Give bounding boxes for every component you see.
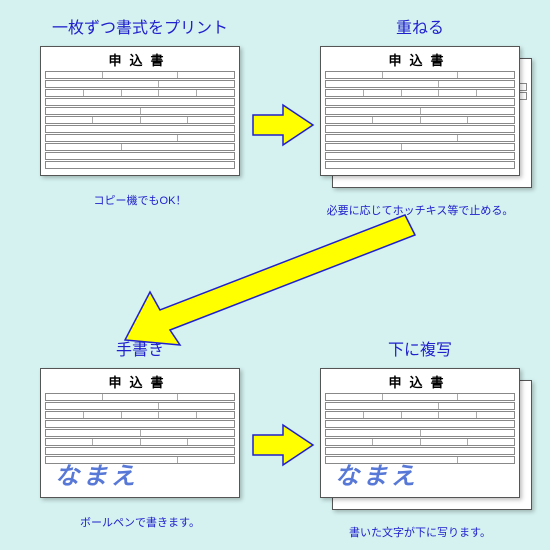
step-title: 重ねる — [310, 14, 530, 38]
form-lines — [41, 393, 239, 464]
form-document: 申込書 — [320, 46, 520, 176]
step-caption: ボールペンで書きます。 — [30, 514, 250, 530]
doc-wrap: 申込書 — [40, 46, 240, 186]
doc-title: 申込書 — [321, 372, 519, 391]
arrow-right-icon — [248, 420, 318, 470]
step-handwrite: 手書き 申込書 なまえ ボールペンで書きます。 — [30, 336, 250, 530]
form-lines — [321, 71, 519, 169]
step-carbon-copy: 下に複写 申込書 なまえ 申込書 なまえ 書いた文字が下に写ります。 — [310, 336, 530, 540]
doc-title: 申込書 — [321, 50, 519, 69]
doc-wrap: 申込書 申込書 — [320, 46, 520, 186]
doc-title: 申込書 — [41, 372, 239, 391]
form-document: 申込書 なまえ — [40, 368, 240, 498]
step-caption: 書いた文字が下に写ります。 — [310, 524, 530, 540]
form-document: 申込書 なまえ — [320, 368, 520, 498]
arrow-right-icon — [248, 100, 318, 150]
step-print: 一枚ずつ書式をプリント 申込書 コピー機でもOK！ — [30, 14, 250, 208]
form-lines — [41, 71, 239, 169]
form-lines — [321, 393, 519, 464]
doc-wrap: 申込書 なまえ — [40, 368, 240, 508]
handwritten-text: なまえ — [55, 456, 139, 491]
step-stack: 重ねる 申込書 申込書 必要に — [310, 14, 530, 218]
form-document: 申込書 — [40, 46, 240, 176]
doc-title: 申込書 — [41, 50, 239, 69]
doc-wrap: 申込書 なまえ 申込書 なまえ — [320, 368, 520, 508]
arrow-diagonal-icon — [115, 210, 425, 350]
handwritten-text: なまえ — [335, 456, 419, 491]
step-caption: コピー機でもOK！ — [30, 192, 250, 208]
step-title: 一枚ずつ書式をプリント — [30, 14, 250, 38]
